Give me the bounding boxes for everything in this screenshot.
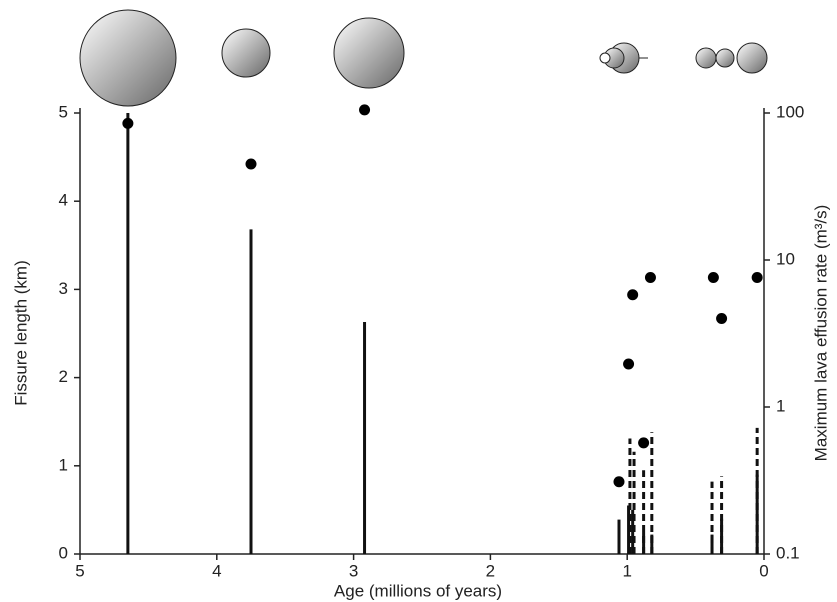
y2-tick-label: 1 — [776, 396, 785, 415]
point — [623, 358, 635, 370]
y2-tick-label: 10 — [776, 249, 795, 268]
point — [359, 104, 371, 116]
point — [245, 158, 257, 170]
y-tick-label: 2 — [59, 367, 68, 386]
y2-axis-label: Maximum lava effusion rate (m³/s) — [811, 205, 830, 462]
vent-icons — [79, 9, 768, 107]
point — [644, 272, 656, 284]
y-tick-label: 3 — [59, 279, 68, 298]
x-tick-label: 1 — [622, 561, 631, 580]
y2-tick-label: 100 — [776, 102, 804, 121]
x-tick-label: 0 — [759, 561, 768, 580]
y-tick-label: 1 — [59, 455, 68, 474]
y-tick-label: 5 — [59, 102, 68, 121]
y-axis-label: Fissure length (km) — [11, 260, 30, 405]
x-tick-label: 5 — [75, 561, 84, 580]
point — [716, 312, 728, 324]
y-tick-label: 4 — [59, 191, 68, 210]
point — [751, 272, 763, 284]
y-tick-label: 0 — [59, 543, 68, 562]
point — [627, 289, 639, 301]
x-tick-label: 4 — [212, 561, 221, 580]
point — [613, 476, 625, 488]
point — [122, 117, 134, 129]
x-tick-label: 2 — [486, 561, 495, 580]
point — [707, 272, 719, 284]
x-tick-label: 3 — [349, 561, 358, 580]
y2-tick-label: 0.1 — [776, 543, 800, 562]
x-axis-label: Age (millions of years) — [334, 581, 502, 600]
point — [638, 437, 650, 449]
